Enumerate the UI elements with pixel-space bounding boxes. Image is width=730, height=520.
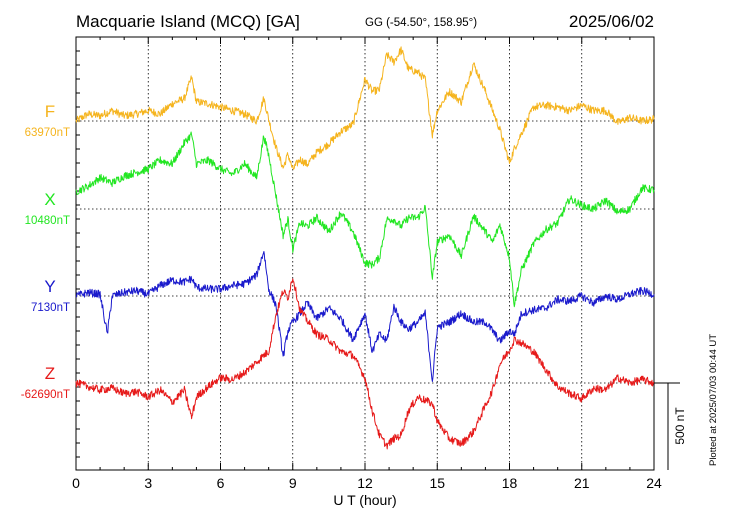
scale-bar: 500 nT <box>654 382 687 470</box>
series-f-line <box>75 46 655 170</box>
x-tick-label: 6 <box>217 475 225 491</box>
x-tick-label: 21 <box>574 475 590 491</box>
series-y-baseline-label: 7130nT <box>31 302 70 314</box>
chart-title: Macquarie Island (MCQ) [GA] <box>76 12 300 31</box>
baselines <box>76 120 654 384</box>
series-f-name: F <box>45 102 55 121</box>
grid-layer <box>147 37 583 470</box>
series-x-line <box>75 131 655 308</box>
series-z-name: Z <box>45 364 55 383</box>
x-tick-label: 12 <box>357 475 373 491</box>
x-tick-label: 3 <box>144 475 152 491</box>
x-tick-label: 18 <box>502 475 518 491</box>
series-x-baseline-label: 10480nT <box>25 215 70 227</box>
plotted-at-note: Plotted at 2025/07/03 00:44 UT <box>708 334 719 466</box>
series-f-baseline-label: 63970nT <box>25 127 70 139</box>
series-layer <box>75 46 655 450</box>
series-z-line <box>75 278 655 450</box>
chart-date: 2025/06/02 <box>569 12 654 31</box>
series-z-baseline-label: -62690nT <box>21 389 70 401</box>
scale-bar-label: 500 nT <box>673 407 687 445</box>
station-coords: GG (-54.50°, 158.95°) <box>365 17 477 29</box>
series-y-line <box>75 251 655 382</box>
x-tick-label: 0 <box>72 475 80 491</box>
x-axis: 0 3 6 9 12 15 18 21 24 <box>72 37 662 491</box>
x-axis-label: U T (hour) <box>333 492 396 508</box>
x-tick-label: 24 <box>646 475 662 491</box>
x-tick-label: 15 <box>429 475 445 491</box>
series-x-name: X <box>44 190 55 209</box>
x-tick-label: 9 <box>289 475 297 491</box>
series-y-name: Y <box>44 277 55 296</box>
series-labels: F 63970nT X 10480nT Y 7130nT Z -62690nT <box>21 102 70 401</box>
